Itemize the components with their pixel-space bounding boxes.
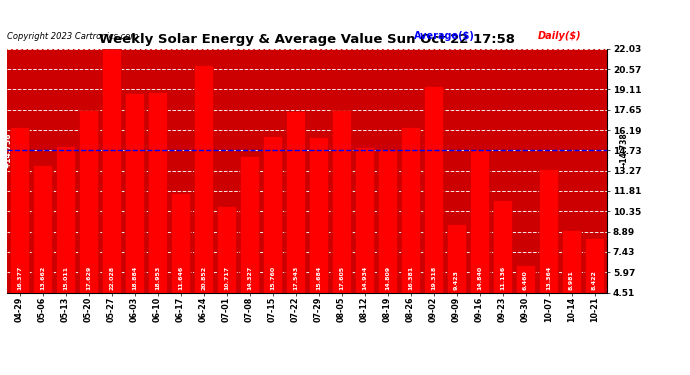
Bar — [125, 93, 144, 292]
Text: 20.852: 20.852 — [201, 266, 206, 290]
Text: 8.422: 8.422 — [592, 270, 597, 290]
Bar — [539, 170, 558, 292]
Bar — [148, 92, 167, 292]
Bar — [102, 49, 121, 292]
Text: 17.543: 17.543 — [293, 266, 298, 290]
Bar — [171, 193, 190, 292]
Text: 17.605: 17.605 — [339, 266, 344, 290]
Text: 14.840: 14.840 — [477, 266, 482, 290]
Text: 19.318: 19.318 — [431, 266, 436, 290]
Bar — [263, 136, 282, 292]
Bar — [332, 110, 351, 292]
Text: →14.738: →14.738 — [619, 132, 628, 168]
Text: 14.934: 14.934 — [362, 266, 367, 290]
Bar — [562, 230, 581, 292]
Text: 6.460: 6.460 — [523, 271, 528, 290]
Text: 11.646: 11.646 — [178, 266, 183, 290]
Text: Daily($): Daily($) — [538, 32, 582, 41]
Text: 14.809: 14.809 — [385, 266, 390, 290]
Text: 18.953: 18.953 — [155, 266, 160, 290]
Text: 18.884: 18.884 — [132, 266, 137, 290]
Bar — [401, 128, 420, 292]
Text: Average($): Average($) — [414, 32, 475, 41]
Text: Copyright 2023 Cartronics.com: Copyright 2023 Cartronics.com — [7, 32, 138, 41]
Bar — [240, 156, 259, 292]
Text: 15.011: 15.011 — [63, 266, 68, 290]
Bar — [424, 87, 443, 292]
Text: 13.662: 13.662 — [40, 266, 45, 290]
Text: 14.327: 14.327 — [247, 266, 252, 290]
Bar — [447, 224, 466, 292]
Text: 11.136: 11.136 — [500, 266, 505, 290]
Bar — [516, 266, 535, 292]
Bar — [194, 65, 213, 292]
Text: 16.381: 16.381 — [408, 266, 413, 290]
Text: 15.684: 15.684 — [316, 266, 321, 290]
Bar — [378, 149, 397, 292]
Bar — [585, 238, 604, 292]
Text: 13.364: 13.364 — [546, 266, 551, 290]
Bar — [10, 128, 29, 292]
Bar — [493, 200, 512, 292]
Bar — [470, 149, 489, 292]
Text: 9.423: 9.423 — [454, 270, 459, 290]
Bar — [33, 165, 52, 292]
Bar — [286, 111, 305, 292]
Text: 10.717: 10.717 — [224, 266, 229, 290]
Text: +14.738: +14.738 — [3, 132, 12, 168]
Text: 22.028: 22.028 — [109, 266, 114, 290]
Text: 17.629: 17.629 — [86, 266, 91, 290]
Bar — [56, 146, 75, 292]
Text: 15.760: 15.760 — [270, 266, 275, 290]
Bar — [355, 147, 374, 292]
Bar — [309, 137, 328, 292]
Text: 8.981: 8.981 — [569, 270, 574, 290]
Text: 16.377: 16.377 — [17, 266, 22, 290]
Bar — [217, 206, 236, 292]
Bar — [79, 110, 98, 292]
Title: Weekly Solar Energy & Average Value Sun Oct 22 17:58: Weekly Solar Energy & Average Value Sun … — [99, 33, 515, 46]
